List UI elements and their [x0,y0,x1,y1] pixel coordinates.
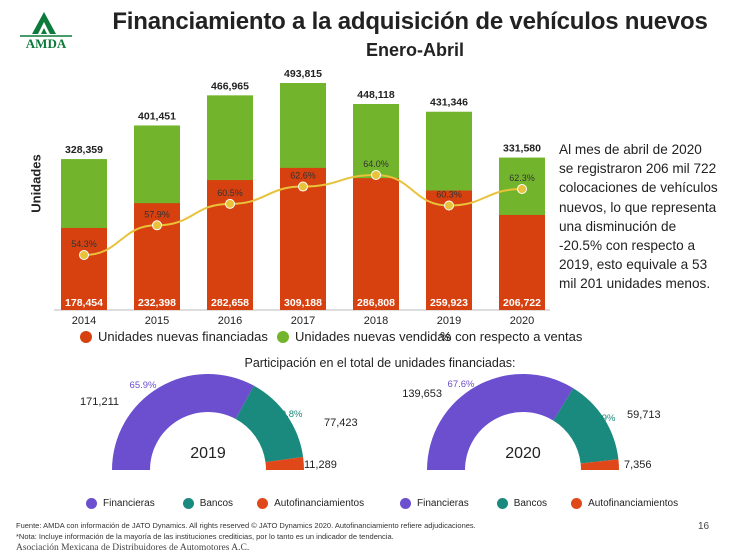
donut-pct-label: 3.6% [593,460,615,471]
legend-auto-label: Autofinanciamientos [274,498,365,509]
bar-financed-2017 [280,167,326,310]
legend-bancos-label: Bancos [513,498,548,509]
legend-sold-label: Unidades nuevas vendidas [295,329,452,344]
x-tick-label: 2019 [437,315,461,327]
pct-value-label: 60.5% [217,188,243,198]
donut-slice-bancos [235,385,304,463]
donut-pct-label: 28.9% [589,413,616,424]
donut-center-label: 2019 [190,445,226,462]
sold-value-label: 466,965 [211,80,249,92]
donut-value-label: 77,423 [324,417,358,429]
sold-value-label: 331,580 [503,143,541,155]
financed-value-label: 309,188 [284,297,322,309]
donut-value-label: 11,289 [304,459,337,471]
x-tick-label: 2016 [218,315,242,327]
pct-value-label: 62.3% [509,173,535,183]
donut-slice-autofinanciamientos [265,456,304,470]
logo-text: AMDA [26,36,67,50]
legend-financieras-label: Financieras [417,498,469,509]
auto-dot-icon [571,498,583,509]
bar-financed-2014 [61,227,107,310]
pct-point [298,181,308,192]
sold-value-label: 328,359 [65,144,103,156]
legend-pct: % con respecto a ventas [440,329,582,344]
legend-sold: Unidades nuevas vendidas [277,329,451,344]
financed-value-label: 259,923 [430,297,468,309]
donut-value-label: 171,211 [80,396,119,408]
donut-pct-label: 65.9% [130,380,157,391]
bar-financed-2018 [353,178,399,310]
sold-value-label: 401,451 [138,110,176,122]
sold-value-label: 448,118 [357,89,395,101]
pct-point [152,220,162,231]
financed-value-label: 232,398 [138,297,176,309]
financed-value-label: 286,808 [357,297,395,309]
pct-value-label: 64.0% [363,159,389,169]
summary-note: Al mes de abril de 2020 se registraron 2… [559,142,718,292]
legend-financieras-label: Financieras [103,498,155,509]
bancos-dot-icon [182,498,194,509]
financieras-dot-icon [86,498,97,509]
legend-financed-label: Unidades nuevas financiadas [98,329,268,344]
legend-red-dot-icon [80,330,92,343]
participation-title: Participación en el total de unidades fi… [244,356,516,370]
legend-auto-label: Autofinanciamientos [588,498,679,509]
x-tick-label: 2014 [72,315,96,327]
financed-value-label: 282,658 [211,297,249,309]
legend-green-dot-icon [277,330,289,343]
donut-pct-label: 67.6% [448,379,475,390]
pct-value-label: 62.6% [290,171,316,181]
donut-slice-financieras [112,373,254,470]
pct-value-label: 54.3% [71,239,97,249]
page-number: 16 [698,521,710,532]
pct-value-label: 57.9% [144,209,170,219]
x-tick-label: 2015 [145,315,169,327]
pct-point [225,198,235,209]
donut-slice-autofinanciamientos [580,459,619,470]
donut-pct-label: 29.8% [276,409,303,420]
bancos-dot-icon [496,498,508,509]
mountain-logo-icon: AMDA [20,12,72,50]
x-tick-label: 2017 [291,315,315,327]
donut-slice-financieras [427,374,574,470]
sold-value-label: 431,346 [430,97,468,109]
bar-financed-2020 [499,214,545,310]
donut-center-label: 2020 [505,445,541,462]
donut-legend-2020: Financieras Bancos Autofinanciamientos [400,498,678,509]
footer-source: Fuente: AMDA con información de JATO Dyn… [16,521,476,530]
donut-pct-label: 4.3% [278,460,300,471]
donut-value-label: 139,653 [402,388,442,400]
footer-association: Asociación Mexicana de Distribuidores de… [16,543,250,553]
sold-value-label: 493,815 [284,68,322,80]
footer-note: *Nota: Incluye información de la mayoría… [16,532,394,541]
amda-logo: AMDA [14,6,78,50]
legend-pct-label: % con respecto a ventas [440,329,583,344]
financed-value-label: 178,454 [65,297,103,309]
pct-point [371,170,381,180]
donut-value-label: 7,356 [624,459,652,471]
auto-dot-icon [257,498,269,509]
page-title: Financiamiento a la adquisición de vehíc… [112,8,708,35]
pct-point [444,200,454,211]
donut-legend-2019: Financieras Bancos Autofinanciamientos [86,498,364,509]
donut-slice-bancos [553,388,619,464]
donut-value-label: 59,713 [627,409,661,421]
x-tick-label: 2020 [510,315,534,327]
legend-bancos-label: Bancos [199,498,234,509]
pct-point [517,184,527,195]
page-subtitle: Enero-Abril [365,40,464,60]
pct-point [79,250,89,260]
financed-value-label: 206,722 [503,297,541,309]
pct-value-label: 60.3% [436,190,462,200]
legend-financed: Unidades nuevas financiadas [80,329,268,344]
x-tick-label: 2018 [364,315,388,327]
financieras-dot-icon [400,498,411,509]
